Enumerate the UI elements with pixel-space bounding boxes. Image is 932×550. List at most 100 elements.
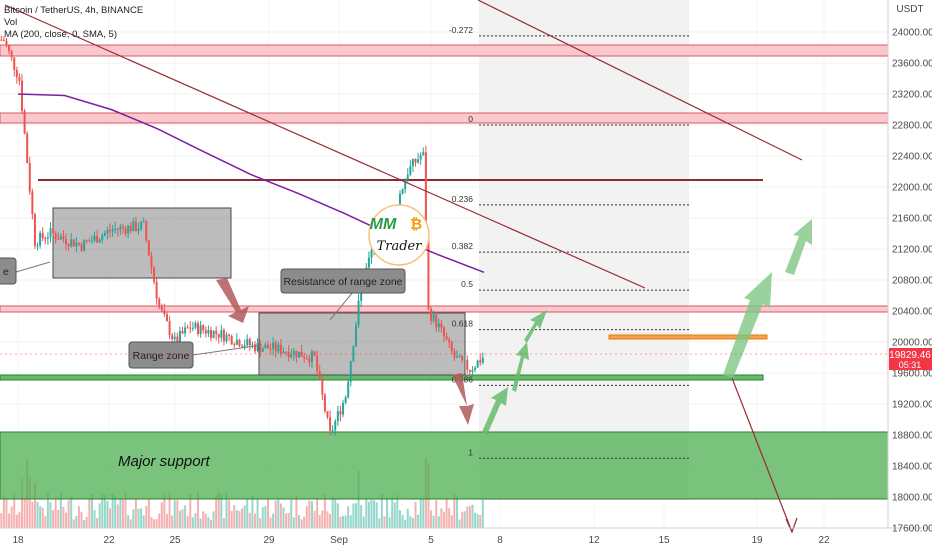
volume-bar: [329, 514, 332, 528]
volume-bar: [212, 511, 215, 528]
volume-bar: [80, 511, 83, 528]
candle-body: [463, 359, 466, 361]
volume-bar: [383, 516, 386, 528]
price-tick-label: 19200.00: [892, 400, 932, 411]
price-tick-label: 20000.00: [892, 338, 932, 349]
candle-body: [398, 193, 401, 207]
candle-body: [158, 298, 161, 307]
candle-body: [114, 228, 117, 230]
candle-body: [476, 360, 479, 368]
candle-body: [349, 361, 352, 382]
candle-body: [339, 411, 342, 415]
volume-bar: [349, 515, 352, 528]
candle-body: [331, 430, 334, 432]
volume-bar: [414, 502, 417, 528]
candle-body: [354, 325, 357, 347]
volume-bar: [466, 506, 469, 528]
price-tick-label: 22800.00: [892, 121, 932, 132]
candle-body: [313, 351, 316, 356]
candle-body: [427, 238, 430, 309]
fib-level-label: 0.618: [452, 319, 474, 329]
candle-body: [251, 344, 254, 346]
candle-body: [137, 228, 140, 231]
volume-bar: [411, 518, 414, 528]
callout-range[interactable]: Range zone: [128, 341, 194, 369]
candle-body: [194, 323, 197, 328]
volume-bar: [145, 505, 148, 528]
candle-body: [13, 57, 16, 70]
candle-body: [318, 370, 321, 379]
time-axis[interactable]: 18 22 25 29 Sep 5 8 12 15 19 22: [12, 535, 830, 546]
volume-bar: [347, 506, 350, 528]
price-tick-label: 22000.00: [892, 183, 932, 194]
price-tick-label: 19600.00: [892, 369, 932, 380]
volume-bar: [292, 517, 295, 528]
volume-bar: [336, 503, 339, 528]
volume-bar: [165, 514, 168, 528]
candle-body: [256, 343, 259, 352]
candle-body: [101, 235, 104, 240]
volume-bar: [147, 499, 150, 528]
volume-bar: [334, 498, 337, 528]
volume-bar: [41, 507, 44, 528]
volume-bar: [21, 478, 23, 528]
volume-bar: [251, 495, 254, 528]
volume-bar: [430, 510, 433, 528]
fib-level-label: -0.272: [449, 25, 473, 35]
volume-bar: [450, 515, 453, 528]
candle-body: [96, 235, 99, 243]
candle-body: [246, 339, 249, 346]
volume-bar: [134, 499, 137, 528]
volume-bar: [342, 515, 345, 528]
callout-resistance[interactable]: Resistance of range zone: [280, 268, 406, 294]
candle-body: [202, 325, 205, 331]
price-tick-label: 18400.00: [892, 462, 932, 473]
candle-body: [316, 355, 319, 371]
candle-body: [321, 378, 324, 395]
volume-bar: [393, 502, 396, 528]
candle-body: [243, 345, 246, 347]
volume-bar: [388, 517, 391, 528]
volume-bar: [54, 499, 57, 528]
volume-bar: [72, 519, 75, 528]
price-axis[interactable]: 24000.00 23600.00 23200.00 22800.00 22400.00…: [892, 28, 932, 535]
candle-body: [479, 360, 482, 363]
trendline-2: [477, 0, 803, 161]
volume-bar: [443, 511, 445, 528]
candle-body: [248, 339, 251, 346]
volume-bar: [404, 519, 407, 528]
volume-bar: [448, 508, 451, 528]
candle-body: [33, 214, 36, 246]
volume-bar: [111, 494, 114, 528]
candle-body: [134, 221, 137, 231]
candle-body: [282, 351, 285, 354]
major-support-zone: [0, 431, 889, 500]
volume-bar: [2, 495, 5, 528]
volume-bar: [109, 508, 112, 528]
candle-body: [217, 333, 220, 338]
volume-bar: [422, 499, 425, 528]
candle-body: [184, 327, 187, 334]
countdown-value: 05:31: [899, 360, 922, 370]
candle-body: [147, 240, 150, 256]
candle-body: [440, 323, 443, 328]
trendline-1: [4, 4, 646, 289]
price-tick-label: 18000.00: [892, 493, 932, 504]
candle-body: [414, 159, 417, 163]
volume-bar: [204, 513, 207, 528]
candle-body: [461, 355, 464, 360]
volume-bar: [261, 507, 264, 528]
candle-body: [62, 236, 65, 239]
volume-bar: [36, 501, 39, 528]
orange-level: [608, 334, 768, 340]
volume-bar: [323, 494, 326, 528]
candle-body: [342, 402, 345, 415]
volume-bar: [352, 503, 355, 528]
logo-bitcoin-icon: ₿: [410, 215, 422, 233]
callout-left-cut[interactable]: e: [0, 257, 17, 285]
candle-body: [2, 39, 5, 41]
candle-body: [204, 330, 207, 334]
volume-bar: [199, 518, 202, 528]
